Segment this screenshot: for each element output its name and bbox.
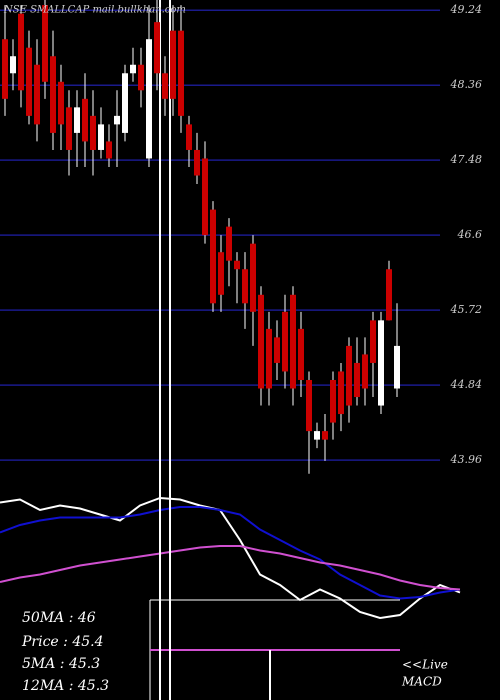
candle-body [234,260,240,270]
candles [2,0,400,474]
candle-body [354,362,360,398]
indicator-line [0,506,461,600]
candle-body [18,13,24,91]
candle-body [2,39,8,99]
candle-body [98,124,104,150]
info-label: 12MA : 45.3 [22,678,109,694]
info-label: 50MA : 46 [22,610,96,626]
grid: 49.24 48.36 47.48 46.6 45.72 44.84 43.96 [0,3,482,466]
macd-frame [149,0,400,700]
y-tick-label: 45.72 [450,303,483,316]
candle-body [170,30,176,99]
candle-body [394,345,400,389]
candle-body [346,345,352,406]
candle-body [10,56,16,74]
candle-body [114,115,120,125]
info-label: Price : 45.4 [21,634,104,650]
chart-title: NSE SMALLCAP mail.bullkhan.com [3,5,186,16]
indicators [0,496,461,620]
candle-body [322,431,328,440]
candle-body [178,30,184,116]
candle-body [338,371,344,415]
candle-body [122,73,128,133]
candle-body [282,311,288,372]
candle-body [330,379,336,423]
candle-body [258,294,264,389]
info-label: 5MA : 45.3 [22,656,100,672]
candle-body [274,337,280,363]
candle-body [210,209,216,304]
candle-body [194,149,200,176]
candle-body [138,64,144,91]
y-tick-label: 44.84 [450,378,483,391]
candle-body [66,107,72,150]
candle-body [298,328,304,380]
indicator-line [0,545,461,591]
candle-body [386,269,392,321]
candle-body [250,243,256,312]
indicator-line [0,496,461,620]
candle-body [370,320,376,363]
live-label: <<Live [402,658,448,672]
candle-body [362,354,368,389]
y-tick-label: 48.36 [450,78,483,91]
candle-body [74,107,80,133]
candle-body [290,294,296,389]
candle-body [202,158,208,236]
candle-body [50,56,56,133]
candle-body [26,47,32,116]
candle-body [58,81,64,125]
candle-body [146,39,152,159]
candle-body [162,73,168,99]
candle-body [130,64,136,74]
y-tick-label: 47.48 [450,153,483,166]
candle-body [90,115,96,150]
candle-body [186,124,192,150]
y-tick-label: 46.6 [457,228,483,241]
candle-body [42,5,48,82]
y-tick-label: 43.96 [450,453,483,466]
candle-body [306,379,312,432]
candle-body [154,22,160,74]
candle-body [106,141,112,159]
macd-label: MACD [401,675,442,689]
candle-body [266,328,272,389]
candle-body [314,431,320,440]
candle-body [82,98,88,142]
y-tick-label: 49.24 [450,3,483,16]
candle-body [34,64,40,125]
candle-body [242,269,248,304]
candle-body [226,226,232,261]
candle-body [218,252,224,295]
candle-body [378,320,384,406]
